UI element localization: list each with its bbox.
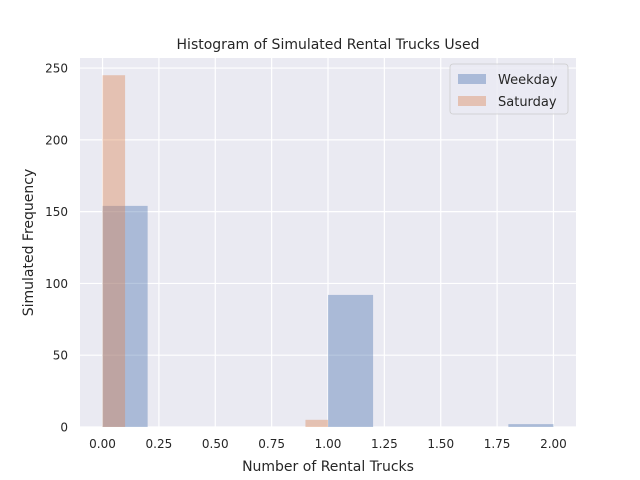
legend-swatch-weekday [458,74,486,84]
x-tick-label: 1.25 [371,437,398,451]
legend-label: Saturday [498,95,557,110]
legend-swatch-saturday [458,96,486,106]
x-tick-label: 0.75 [258,437,285,451]
y-axis-label: Simulated Frequency [21,169,37,317]
y-tick-label: 250 [45,62,68,76]
bar-saturday [102,75,126,428]
x-tick-label: 2.00 [540,437,567,451]
y-tick-label: 200 [45,133,68,147]
x-tick-label: 1.00 [315,437,342,451]
bar-saturday [305,419,328,427]
legend-label: Weekday [498,73,558,88]
chart-title: Histogram of Simulated Rental Trucks Use… [177,37,480,53]
y-tick-label: 0 [60,421,68,435]
legend-box [449,63,569,115]
bar-weekday [328,294,374,427]
grid-lines [80,58,576,428]
y-tick-label: 100 [45,277,68,291]
x-tick-label: 0.00 [89,437,116,451]
y-tick-label: 50 [53,349,68,363]
x-tick-label: 1.50 [427,437,454,451]
bar-weekday [508,424,554,427]
x-tick-label: 0.25 [146,437,173,451]
x-tick-label: 1.75 [484,437,511,451]
y-tick-label: 150 [45,205,68,219]
bar-weekday [102,205,148,427]
bars [102,75,554,428]
x-axis-label: Number of Rental Trucks [242,459,414,475]
x-tick-label: 0.50 [202,437,229,451]
legend: Weekday Saturday [449,63,569,115]
tick-labels: 0.00 0.25 0.50 0.75 1.00 1.25 1.50 1.75 2.00 0 50 1… [45,62,567,451]
